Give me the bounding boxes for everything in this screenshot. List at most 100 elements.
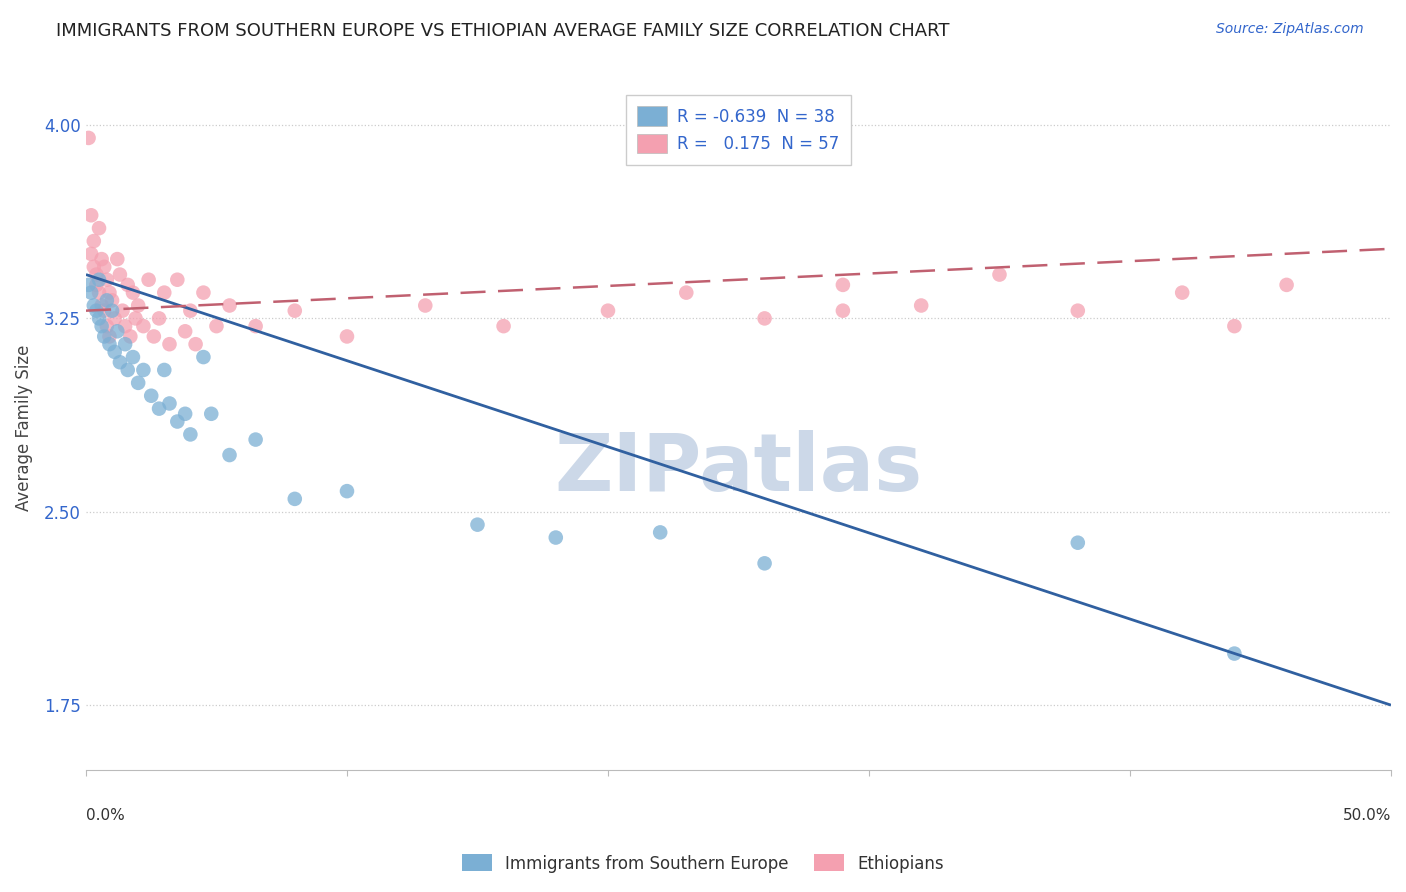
Point — [87, 221, 110, 235]
Point — [179, 303, 201, 318]
Point — [284, 303, 307, 318]
Point — [754, 311, 776, 326]
Text: Source: ZipAtlas.com: Source: ZipAtlas.com — [1216, 22, 1364, 37]
Point — [831, 303, 853, 318]
Point — [80, 285, 103, 300]
Point — [284, 491, 307, 506]
Point — [184, 337, 207, 351]
Point — [166, 415, 188, 429]
Point — [754, 557, 776, 571]
Point — [988, 268, 1011, 282]
Point — [122, 350, 145, 364]
Point — [105, 252, 128, 266]
Point — [148, 311, 170, 326]
Point — [90, 298, 112, 312]
Text: 0.0%: 0.0% — [86, 808, 125, 823]
Point — [111, 303, 134, 318]
Point — [218, 448, 240, 462]
Point — [83, 234, 105, 248]
Point — [104, 311, 127, 326]
Point — [108, 355, 131, 369]
Legend: R = -0.639  N = 38, R =   0.175  N = 57: R = -0.639 N = 38, R = 0.175 N = 57 — [626, 95, 851, 165]
Point — [96, 293, 118, 308]
Point — [124, 311, 146, 326]
Point — [153, 285, 176, 300]
Point — [117, 363, 139, 377]
Point — [831, 277, 853, 292]
Point — [336, 329, 359, 343]
Point — [80, 208, 103, 222]
Point — [122, 285, 145, 300]
Point — [205, 319, 228, 334]
Point — [245, 433, 267, 447]
Point — [193, 285, 215, 300]
Point — [87, 273, 110, 287]
Y-axis label: Average Family Size: Average Family Size — [15, 345, 32, 511]
Point — [127, 376, 149, 390]
Point — [1067, 535, 1090, 549]
Point — [87, 285, 110, 300]
Point — [114, 337, 136, 351]
Point — [90, 252, 112, 266]
Point — [127, 298, 149, 312]
Point — [138, 273, 160, 287]
Point — [83, 260, 105, 274]
Point — [245, 319, 267, 334]
Point — [132, 319, 155, 334]
Point — [98, 329, 121, 343]
Text: IMMIGRANTS FROM SOUTHERN EUROPE VS ETHIOPIAN AVERAGE FAMILY SIZE CORRELATION CHA: IMMIGRANTS FROM SOUTHERN EUROPE VS ETHIO… — [56, 22, 949, 40]
Point — [1223, 319, 1246, 334]
Legend: Immigrants from Southern Europe, Ethiopians: Immigrants from Southern Europe, Ethiopi… — [456, 847, 950, 880]
Text: 50.0%: 50.0% — [1343, 808, 1391, 823]
Point — [1171, 285, 1194, 300]
Point — [148, 401, 170, 416]
Point — [159, 337, 181, 351]
Point — [80, 247, 103, 261]
Point — [218, 298, 240, 312]
Point — [544, 531, 567, 545]
Point — [336, 484, 359, 499]
Point — [650, 525, 672, 540]
Point — [90, 319, 112, 334]
Point — [166, 273, 188, 287]
Point — [86, 277, 108, 292]
Point — [98, 285, 121, 300]
Point — [86, 303, 108, 318]
Point — [413, 298, 436, 312]
Point — [675, 285, 697, 300]
Point — [108, 268, 131, 282]
Point — [93, 303, 115, 318]
Point — [101, 303, 124, 318]
Point — [200, 407, 222, 421]
Point — [1223, 647, 1246, 661]
Point — [492, 319, 515, 334]
Point — [153, 363, 176, 377]
Point — [93, 260, 115, 274]
Point — [132, 363, 155, 377]
Point — [174, 324, 197, 338]
Point — [96, 273, 118, 287]
Point — [98, 337, 121, 351]
Point — [114, 319, 136, 334]
Point — [1067, 303, 1090, 318]
Point — [174, 407, 197, 421]
Point — [467, 517, 489, 532]
Point — [101, 293, 124, 308]
Point — [105, 324, 128, 338]
Point — [120, 329, 142, 343]
Point — [117, 277, 139, 292]
Point — [141, 389, 163, 403]
Point — [77, 277, 100, 292]
Point — [77, 131, 100, 145]
Point — [104, 345, 127, 359]
Point — [193, 350, 215, 364]
Point — [87, 311, 110, 326]
Point — [96, 319, 118, 334]
Point — [142, 329, 165, 343]
Point — [596, 303, 619, 318]
Point — [159, 396, 181, 410]
Point — [910, 298, 932, 312]
Text: ZIPatlas: ZIPatlas — [554, 430, 922, 508]
Point — [179, 427, 201, 442]
Point — [86, 268, 108, 282]
